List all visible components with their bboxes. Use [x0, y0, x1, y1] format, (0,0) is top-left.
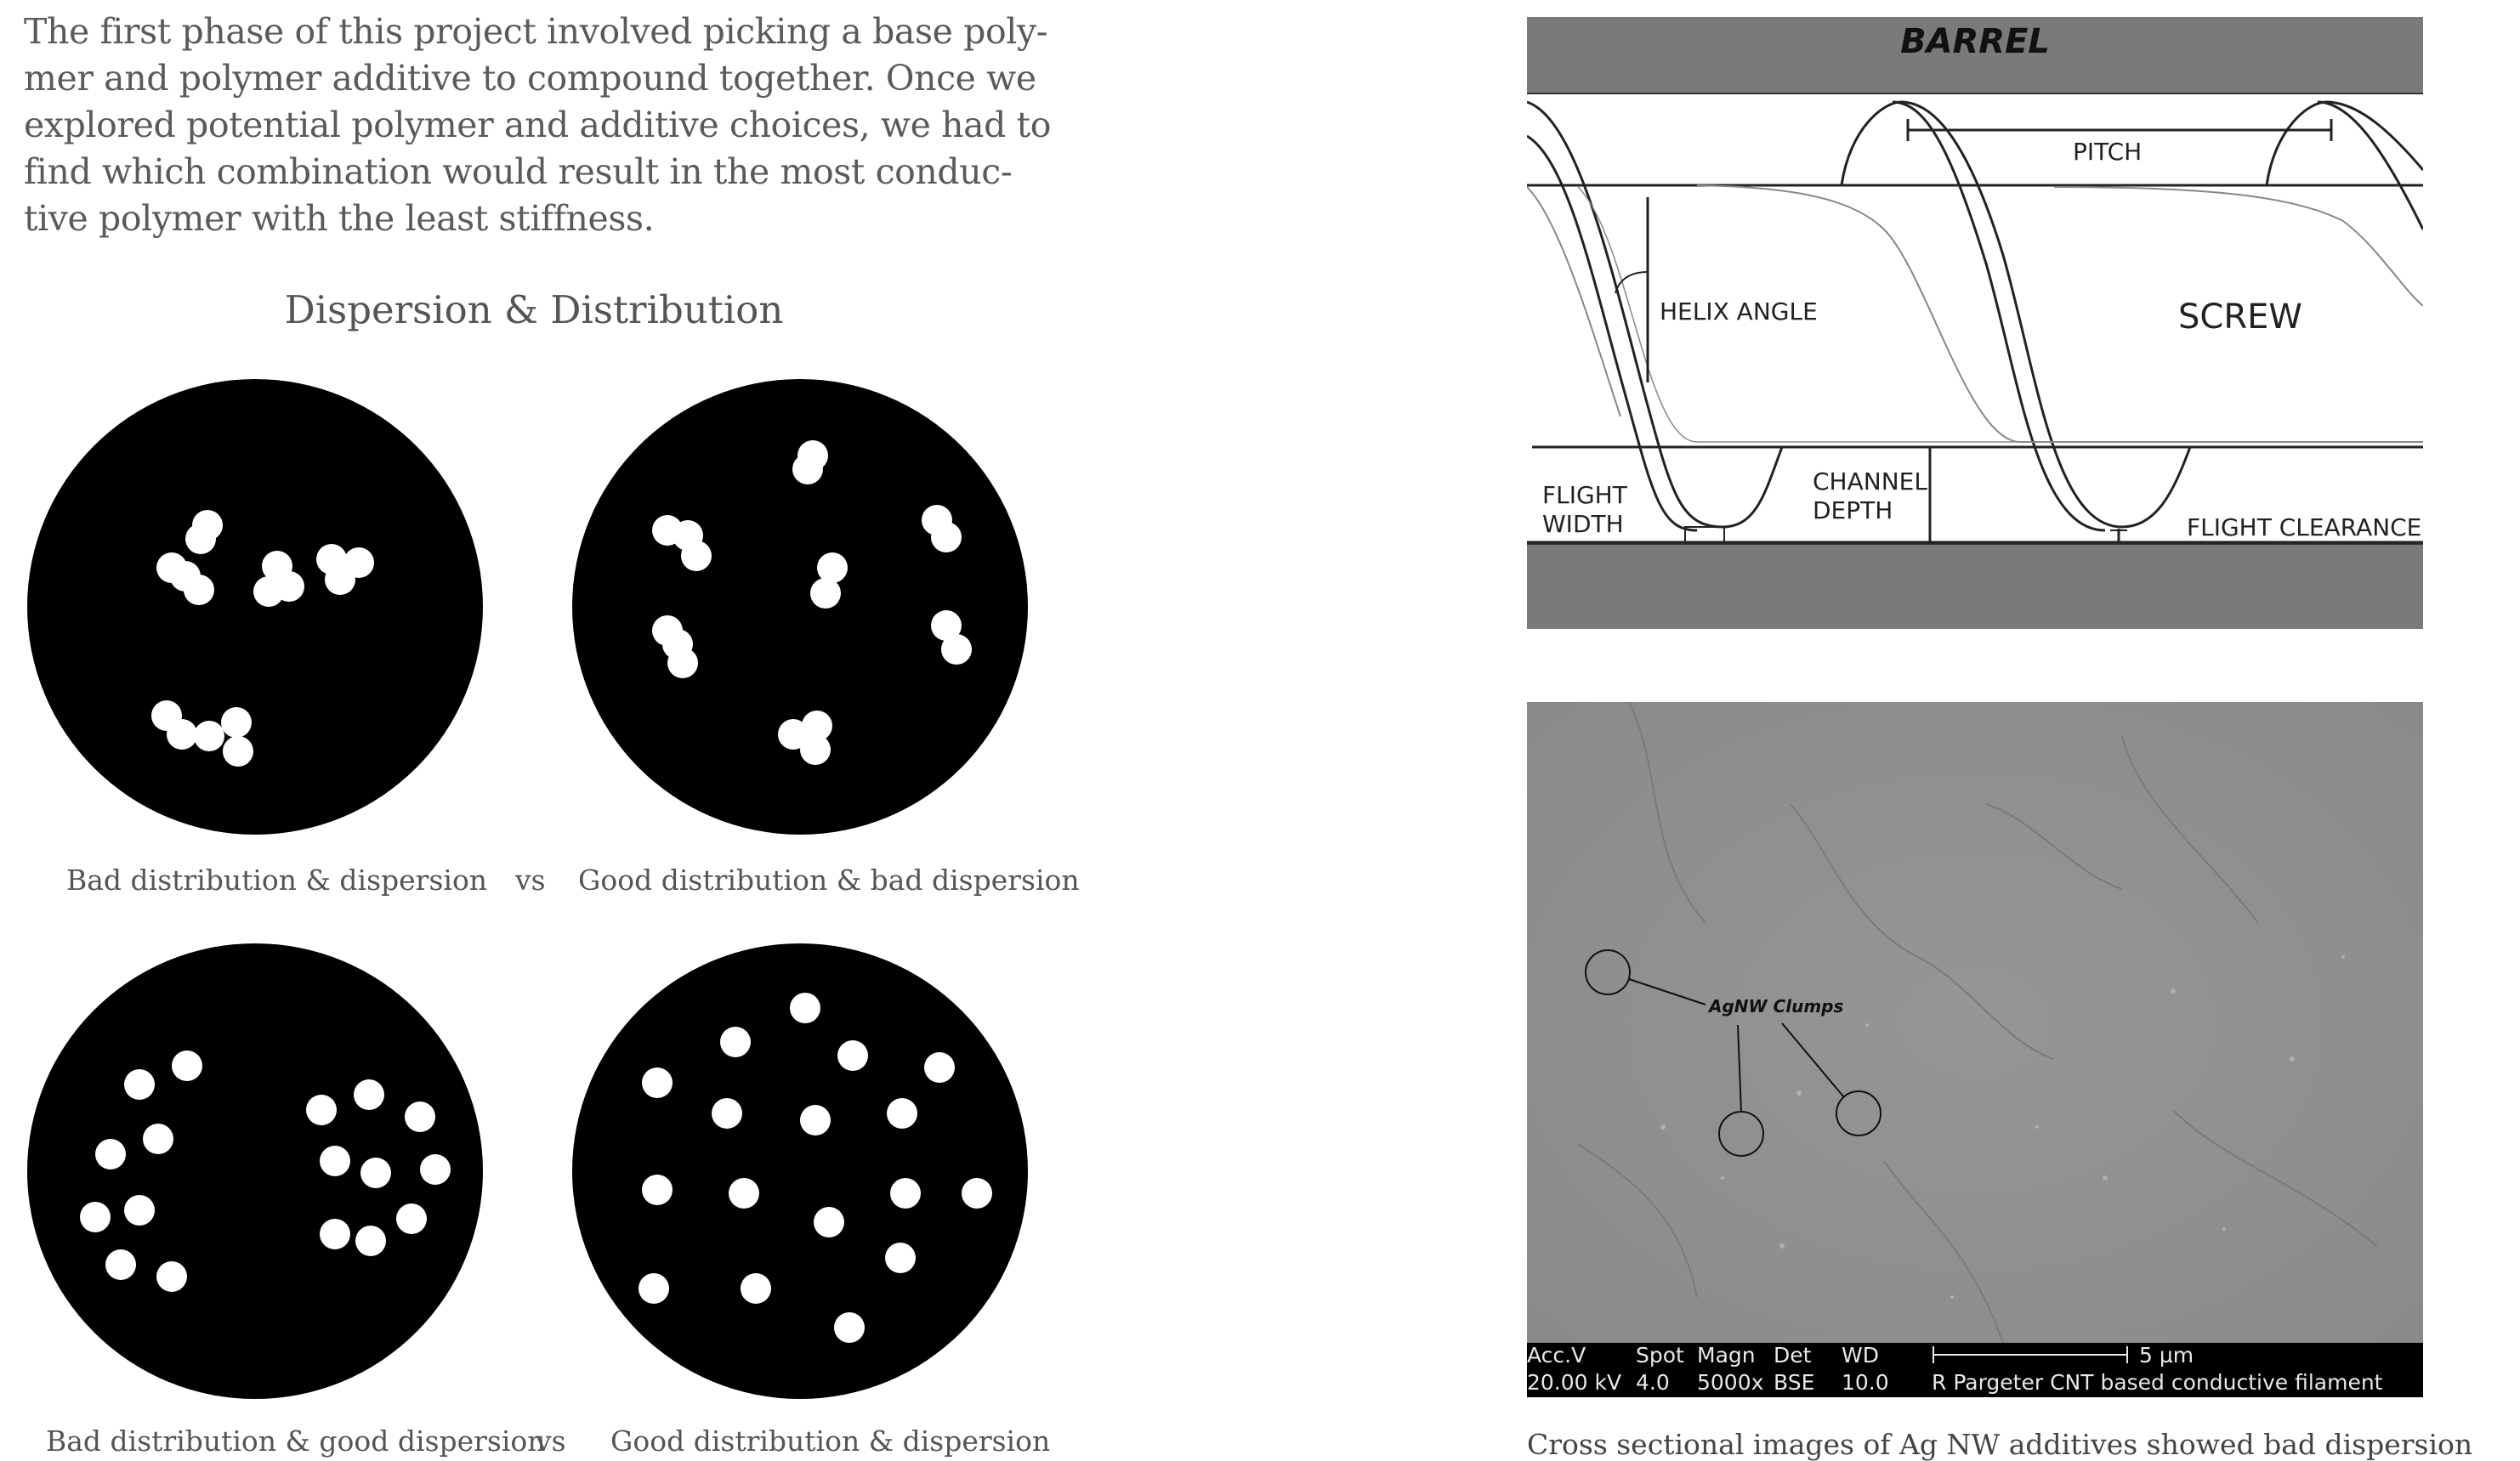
sem-header: Spot [1636, 1343, 1684, 1368]
intro-line: find which combination would result in t… [24, 151, 1013, 192]
flight-width-label: FLIGHT WIDTH [1542, 481, 1627, 539]
flight-width-label-line: WIDTH [1542, 510, 1624, 538]
scale-bar [1933, 1346, 2128, 1363]
channel-depth-label-line: CHANNEL [1813, 467, 1927, 495]
sem-info-bar: Acc.V Spot Magn Det WD 20.00 kV 4.0 5000… [1527, 1343, 2423, 1397]
sem-texture-illustration [1527, 702, 2423, 1344]
sem-value: 4.0 [1636, 1370, 1670, 1395]
disk-good-distribution-bad-dispersion [572, 379, 1028, 835]
agnw-clumps-annotation: AgNW Clumps [1709, 996, 1844, 1016]
particle-two-groups-illustration [80, 1050, 451, 1292]
intro-line: explored potential polymer and additive … [24, 105, 1052, 145]
sem-value: BSE [1774, 1370, 1815, 1395]
screw-label: SCREW [2178, 297, 2302, 337]
sem-value: 10.0 [1842, 1370, 1889, 1395]
sem-value: 5000x [1697, 1370, 1764, 1395]
sem-header: Acc.V [1527, 1343, 1586, 1368]
intro-line: tive polymer with the least stiffness. [24, 198, 655, 239]
caption-bad-distribution-dispersion: Bad distribution & dispersion [66, 864, 488, 897]
flight-clearance-label: FLIGHT CLEARANCE [2187, 513, 2422, 541]
barrel-label: BARREL [1900, 22, 2050, 61]
particle-even-illustration [639, 993, 992, 1343]
scale-label: 5 µm [2139, 1343, 2194, 1368]
sem-caption: Cross sectional images of Ag NW additive… [1527, 1428, 2473, 1461]
disk-bad-distribution-dispersion [27, 379, 483, 835]
intro-line: mer and polymer additive to compound tog… [24, 58, 1036, 99]
particle-pairs-illustration [652, 440, 972, 765]
sem-micrograph: AgNW Clumps Acc.V Spot Magn Det WD 20.00… [1527, 702, 2423, 1397]
helix-angle-label: HELIX ANGLE [1660, 297, 1818, 326]
caption-bad-distribution-good-dispersion: Bad distribution & good dispersion [46, 1424, 546, 1458]
particle-clusters-illustration [151, 510, 374, 767]
sample-label: R Pargeter CNT based conductive filament [1932, 1370, 2383, 1395]
vs-label: vs [515, 864, 546, 897]
disk-bad-distribution-good-dispersion [27, 943, 483, 1399]
sem-header: WD [1842, 1343, 1879, 1368]
vs-label: vs [536, 1424, 566, 1458]
extruder-screw-diagram: BARREL PITCH HELIX ANGLE SCREW FLIGHT WI… [1526, 17, 2425, 629]
channel-depth-label-line: DEPTH [1813, 496, 1893, 524]
pitch-label: PITCH [2073, 138, 2143, 166]
sem-header: Det [1774, 1343, 1812, 1368]
intro-line: The first phase of this project involved… [24, 11, 1048, 52]
screw-barrel-illustration [1526, 17, 2425, 629]
dispersion-title: Dispersion & Distribution [284, 287, 784, 332]
caption-good-distribution-dispersion: Good distribution & dispersion [610, 1424, 1051, 1458]
intro-paragraph: The first phase of this project involved… [24, 8, 1070, 242]
channel-depth-label: CHANNEL DEPTH [1813, 467, 1927, 525]
caption-good-distribution-bad-dispersion: Good distribution & bad dispersion [578, 864, 1080, 897]
disk-good-distribution-dispersion [572, 943, 1028, 1399]
flight-width-label-line: FLIGHT [1542, 481, 1627, 509]
sem-value: 20.00 kV [1527, 1370, 1622, 1395]
sem-header: Magn [1697, 1343, 1756, 1368]
